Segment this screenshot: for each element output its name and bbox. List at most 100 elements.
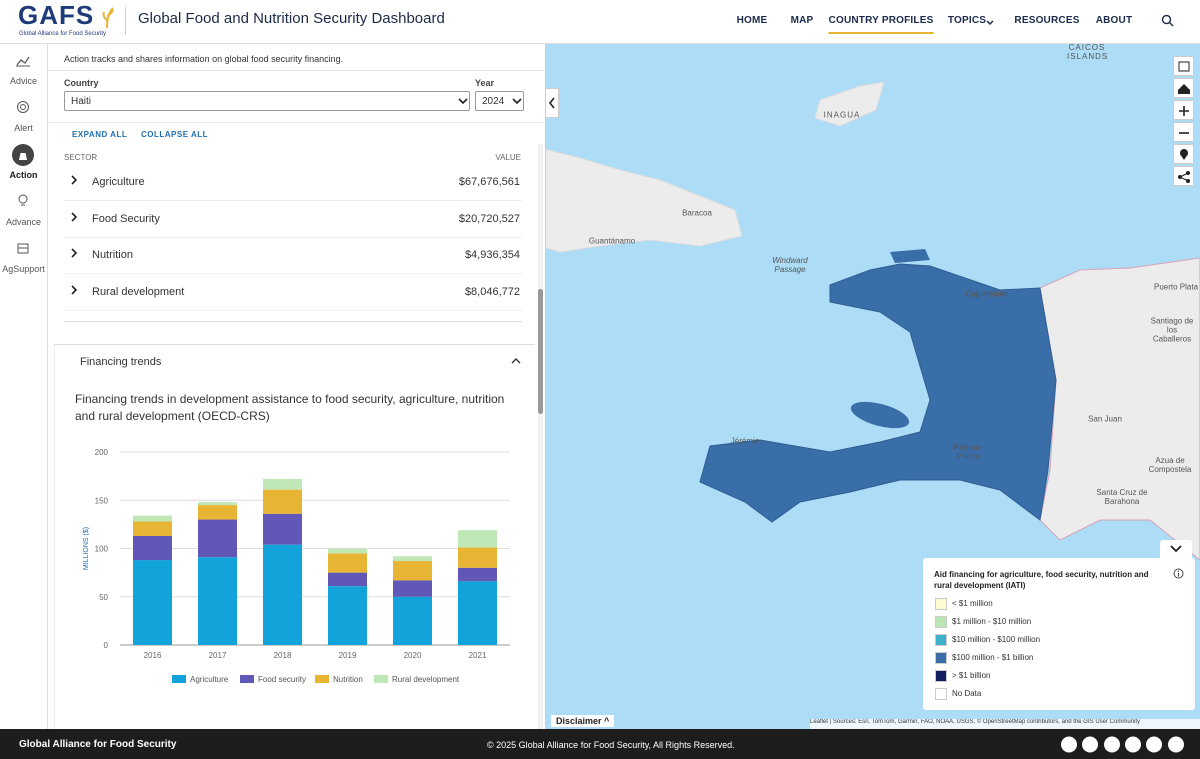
sector-row[interactable]: Nutrition $4,936,354 — [64, 237, 522, 275]
chevron — [71, 248, 78, 258]
sector-header: SECTOR — [64, 153, 98, 162]
expand-icon — [70, 248, 78, 261]
legend-swatch — [935, 670, 947, 682]
bar-segment — [393, 580, 432, 597]
bar-segment — [133, 515, 172, 522]
rail-label[interactable]: Action — [9, 170, 38, 180]
chevron — [458, 98, 468, 105]
rail-label[interactable]: Alert — [14, 123, 33, 133]
chevron — [1170, 545, 1182, 553]
map-label: Windward Passage — [772, 256, 808, 274]
collapse-chevron[interactable] — [511, 357, 521, 365]
chevron — [512, 98, 522, 105]
chart-title: Financing trends in development assistan… — [75, 392, 505, 423]
sector-row[interactable]: Agriculture $67,676,561 — [64, 164, 522, 201]
bar-segment — [198, 557, 237, 645]
map-control[interactable] — [1173, 122, 1194, 142]
control-icon — [1178, 171, 1190, 183]
value-header: VALUE — [495, 153, 521, 162]
collapse-all[interactable]: COLLAPSE ALL — [141, 130, 209, 139]
footer-org: Global Alliance for Food Security — [19, 739, 177, 750]
map-control[interactable] — [1173, 56, 1194, 76]
social-icons[interactable] — [1060, 736, 1185, 753]
bar-segment — [133, 535, 172, 561]
bar-segment — [458, 530, 497, 548]
intro-text: Action tracks and shares information on … — [64, 54, 344, 64]
topics-chevron — [985, 15, 995, 33]
trends-card — [54, 344, 535, 729]
expand-all[interactable]: EXPAND ALL — [72, 130, 128, 139]
map-control[interactable] — [1173, 78, 1194, 98]
logo-subtitle: Global Alliance for Food Security — [19, 31, 107, 37]
nav-link[interactable]: ABOUT — [1095, 15, 1133, 26]
bar-segment — [263, 479, 302, 490]
bar-segment — [393, 556, 432, 562]
country-label: Country — [64, 78, 99, 88]
x-tick-label: 2019 — [339, 651, 357, 660]
trends-title[interactable]: Financing trends — [80, 356, 162, 368]
bar-segment — [263, 489, 302, 514]
map-label: Puerto Plata — [1153, 282, 1199, 292]
sector-row[interactable]: Food Security $20,720,527 — [64, 201, 522, 238]
sector-name: Nutrition — [92, 249, 133, 262]
map-label: Baracoa — [682, 208, 712, 218]
map-control[interactable] — [1173, 100, 1194, 120]
footer: Global Alliance for Food Security © 2025… — [0, 729, 1200, 759]
country-value: Haiti — [71, 96, 92, 107]
map-label: Jérémie — [730, 436, 760, 446]
logo[interactable]: GAFS — [18, 0, 95, 30]
year-select[interactable]: 2024 — [475, 91, 524, 111]
legend-swatch — [315, 675, 329, 683]
rail-label[interactable]: Advice — [9, 76, 37, 86]
sector-name: Agriculture — [92, 176, 145, 188]
expand-icon — [70, 212, 78, 225]
x-tick-label: 2020 — [404, 651, 422, 660]
chevron — [548, 97, 555, 109]
map-label: San Juan — [1088, 414, 1122, 424]
map-label: Santiago de los Caballeros — [1150, 316, 1194, 344]
side-rail: Advice Alert Action Advance AgSupport — [0, 44, 48, 729]
legend-title: Aid financing for agriculture, food secu… — [934, 570, 1149, 590]
sector-value: $20,720,527 — [458, 212, 520, 225]
legend-label: Nutrition — [333, 675, 363, 684]
rail-label[interactable]: AgSupport — [2, 264, 45, 274]
bar-segment — [198, 519, 237, 558]
info-icon[interactable] — [1173, 568, 1184, 579]
bar-segment — [133, 560, 172, 645]
country-select[interactable]: Haiti — [64, 91, 470, 111]
legend-item-label: $100 million - $1 billion — [952, 653, 1034, 662]
bar-segment — [458, 581, 497, 645]
x-tick-label: 2018 — [274, 651, 292, 660]
rail-label[interactable]: Advance — [5, 217, 42, 227]
sector-row[interactable]: Rural development $8,046,772 — [64, 274, 522, 311]
y-axis-label: MILLIONS ($) — [83, 527, 90, 570]
bar-segment — [263, 544, 302, 645]
chevron — [986, 20, 994, 25]
control-icon — [1179, 106, 1189, 116]
bar-segment — [393, 596, 432, 645]
control-icon — [1179, 132, 1189, 134]
legend-item-label: > $1 billion — [952, 671, 991, 680]
bar-segment — [198, 505, 237, 520]
map[interactable]: CAICOS ISLANDS INAGUA Baracoa Guantánamo Win… — [546, 44, 1200, 729]
bar-segment — [328, 586, 367, 645]
legend-toggle[interactable] — [1160, 540, 1192, 558]
y-tick-label: 100 — [95, 545, 109, 554]
attribution: Leaflet | Sources: Esri, TomTom, Garmin,… — [810, 719, 1200, 729]
y-tick-label: 200 — [95, 448, 109, 457]
scrollbar-thumb[interactable] — [538, 289, 543, 414]
search-icon[interactable] — [1161, 14, 1175, 28]
nav-link[interactable]: RESOURCES — [1014, 15, 1080, 26]
disclaimer-button[interactable]: Disclaimer ^ — [551, 715, 615, 727]
map-control[interactable] — [1173, 166, 1194, 186]
nav-link[interactable]: COUNTRY PROFILES — [828, 15, 934, 34]
map-control[interactable] — [1173, 144, 1194, 164]
bar-segment — [328, 553, 367, 573]
panel-toggle[interactable] — [545, 88, 559, 118]
legend-item-label: No Data — [952, 689, 982, 698]
nav-link[interactable]: TOPICS — [947, 15, 987, 26]
chart: 0 50 100 150 200 MILLIONS ($) 2016 2017 2018 2019… — [83, 448, 510, 684]
nav-link[interactable]: HOME — [736, 15, 768, 26]
nav-link[interactable]: MAP — [790, 15, 814, 26]
